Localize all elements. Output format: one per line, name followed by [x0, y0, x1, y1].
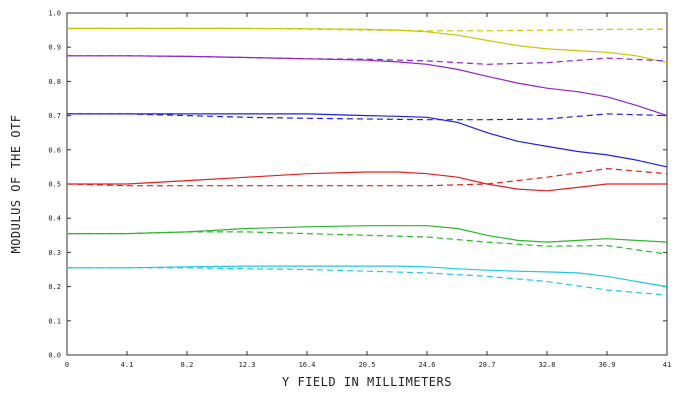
x-tick-label: 32.8	[539, 361, 556, 369]
series-line-0	[67, 27, 668, 64]
x-axis-title: Y FIELD IN MILLIMETERS	[282, 375, 452, 389]
x-tick-label: 12.3	[239, 361, 256, 369]
x-tick-label: 20.5	[359, 361, 376, 369]
series-line-3	[67, 55, 668, 65]
y-tick-label: 0.6	[48, 146, 61, 154]
y-tick-label: 0.0	[48, 352, 61, 360]
x-tick-label: 16.4	[299, 361, 316, 369]
x-tick-label: 41	[663, 361, 671, 369]
series-line-4	[67, 113, 668, 168]
series-line-1	[67, 27, 668, 32]
y-tick-label: 0.9	[48, 44, 61, 52]
series-line-8	[67, 225, 668, 243]
x-axis: 0 4.1 8.2 12.3 16.4 20.5 24.6 28.7 32.8 36.9 41	[65, 13, 671, 369]
y-tick-label: 0.2	[48, 283, 61, 291]
x-tick-label: 36.9	[599, 361, 616, 369]
y-tick-label: 0.5	[48, 181, 61, 189]
x-tick-label: 24.6	[419, 361, 436, 369]
x-tick-label: 8.2	[181, 361, 194, 369]
x-tick-label: 28.7	[479, 361, 496, 369]
x-tick-label: 0	[65, 361, 69, 369]
y-tick-label: 0.3	[48, 249, 61, 257]
x-tick-label: 4.1	[121, 361, 134, 369]
series-line-2	[67, 55, 668, 117]
y-axis-title: MODULUS OF THE OTF	[9, 114, 23, 253]
y-tick-label: 0.4	[48, 215, 61, 223]
series-line-5	[67, 113, 668, 121]
series-line-11	[67, 267, 668, 296]
series-line-7	[66, 167, 668, 187]
series-line-9	[67, 231, 668, 255]
y-axis: 0.0 0.1 0.2 0.3 0.4 0.5 0.6 0.7 0.8 0.9 1.0	[48, 10, 667, 360]
y-tick-label: 0.8	[48, 78, 61, 86]
series-layer	[66, 27, 668, 296]
y-tick-label: 1.0	[48, 10, 61, 18]
series-line-10	[67, 265, 668, 288]
series-line-6	[67, 171, 667, 192]
plot-frame	[66, 12, 668, 356]
y-tick-label: 0.7	[48, 112, 61, 120]
y-tick-label: 0.1	[48, 317, 61, 325]
